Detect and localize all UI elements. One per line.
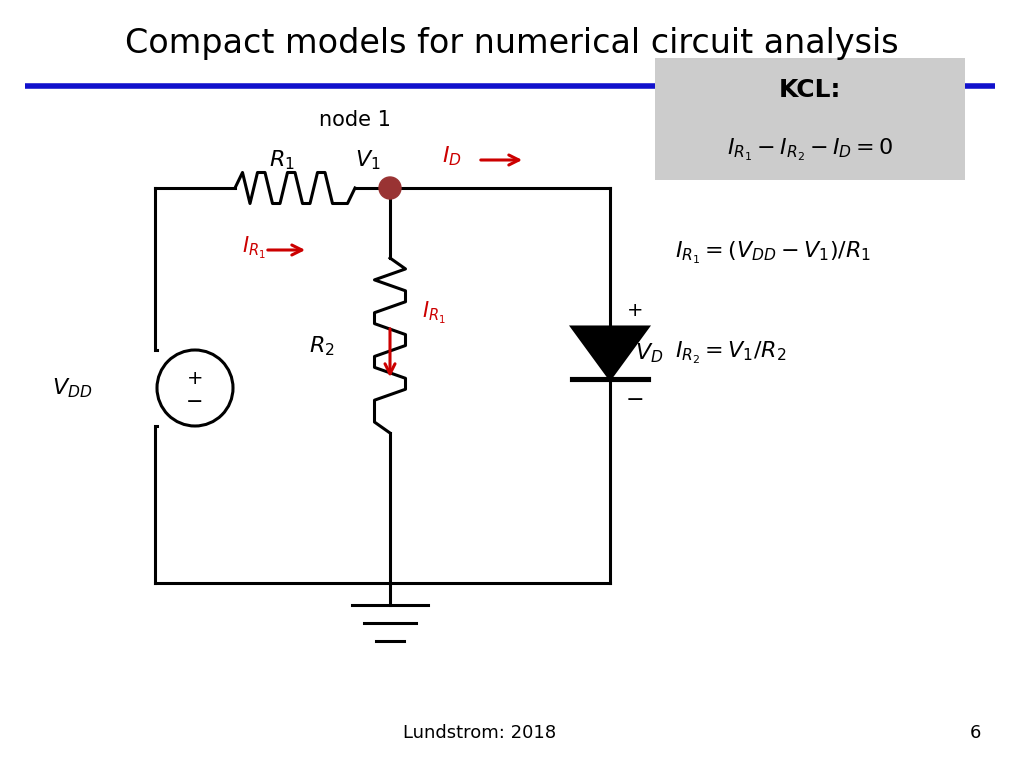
Text: $R_2$: $R_2$ — [309, 334, 335, 358]
Text: $V_{DD}$: $V_{DD}$ — [52, 376, 92, 400]
Text: $I_{R_1}$: $I_{R_1}$ — [242, 235, 266, 261]
Text: Compact models for numerical circuit analysis: Compact models for numerical circuit ana… — [125, 27, 899, 59]
Text: −: − — [186, 392, 204, 412]
Polygon shape — [572, 327, 648, 379]
Text: node 1: node 1 — [319, 110, 391, 130]
Text: $I_{R_1}$: $I_{R_1}$ — [422, 300, 445, 326]
Text: $I_{R_2} = V_1/R_2$: $I_{R_2} = V_1/R_2$ — [675, 340, 786, 366]
Text: $I_{R_1} = \left(V_{DD} - V_1\right)/R_1$: $I_{R_1} = \left(V_{DD} - V_1\right)/R_1… — [675, 240, 871, 266]
FancyBboxPatch shape — [655, 58, 965, 180]
Text: 6: 6 — [970, 724, 981, 742]
Text: Lundstrom: 2018: Lundstrom: 2018 — [403, 724, 557, 742]
Text: +: + — [627, 300, 643, 319]
Text: $V_D$: $V_D$ — [635, 341, 664, 365]
Text: $I_{R_1} - I_{R_2} - I_D = 0$: $I_{R_1} - I_{R_2} - I_D = 0$ — [727, 137, 893, 163]
Text: $I_D$: $I_D$ — [442, 144, 462, 167]
Text: +: + — [186, 369, 203, 388]
Text: $R_1$: $R_1$ — [269, 148, 295, 172]
Text: $V_1$: $V_1$ — [355, 148, 381, 172]
Circle shape — [379, 177, 401, 199]
Text: KCL:: KCL: — [779, 78, 841, 102]
Text: −: − — [626, 390, 644, 410]
